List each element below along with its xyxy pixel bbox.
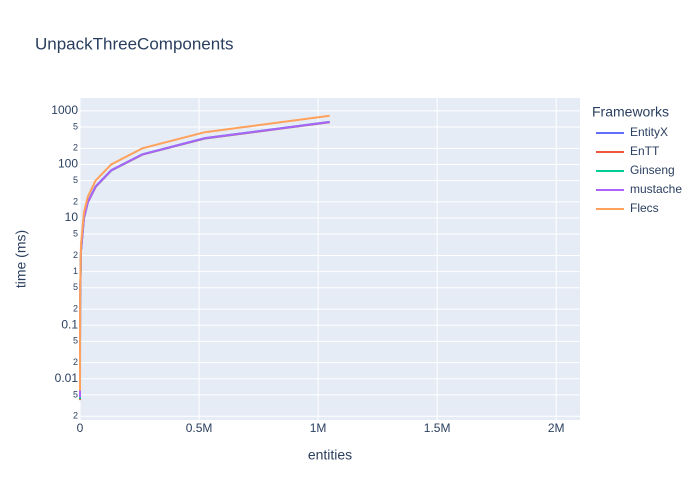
y-tick-label: 5 (73, 389, 78, 399)
y-tick-label: 0.1 (61, 317, 78, 331)
legend-label: Flecs (630, 201, 659, 215)
x-tick-label: 2M (548, 421, 565, 435)
x-axis-title: entities (308, 447, 352, 463)
y-tick-label: 100 (58, 157, 78, 171)
y-tick-label: 2 (73, 250, 78, 260)
y-axis-title: time (ms) (13, 230, 29, 288)
y-tick-label: 5 (73, 229, 78, 239)
y-tick-label: 1 (73, 266, 78, 276)
x-tick-label: 0.5M (186, 421, 213, 435)
y-tick-label: 1000 (51, 103, 78, 117)
line (79, 114, 330, 391)
chart-title: UnpackThreeComponents (35, 34, 233, 53)
plot-area (80, 98, 580, 420)
legend-label: Ginseng (630, 163, 675, 177)
y-tick-label: 2 (73, 303, 78, 313)
y-tick-label: 2 (73, 143, 78, 153)
legend-label: EntityX (630, 125, 668, 139)
x-tick-label: 1M (310, 421, 327, 435)
legend-title: Frameworks (592, 104, 669, 120)
legend-label: EnTT (630, 144, 660, 158)
y-tick-label: 2 (73, 357, 78, 367)
y-tick-label: 5 (73, 336, 78, 346)
y-tick-label: 2 (73, 196, 78, 206)
y-tick-label: 0.01 (55, 371, 79, 385)
x-tick-label: 0 (77, 421, 84, 435)
y-tick-label: 5 (73, 121, 78, 131)
y-tick-label: 2 (73, 411, 78, 421)
x-tick-label: 1.5M (424, 421, 451, 435)
y-tick-label: 5 (73, 175, 78, 185)
legend-label: mustache (630, 182, 682, 196)
y-tick-label: 10 (65, 210, 79, 224)
y-tick-label: 5 (73, 282, 78, 292)
